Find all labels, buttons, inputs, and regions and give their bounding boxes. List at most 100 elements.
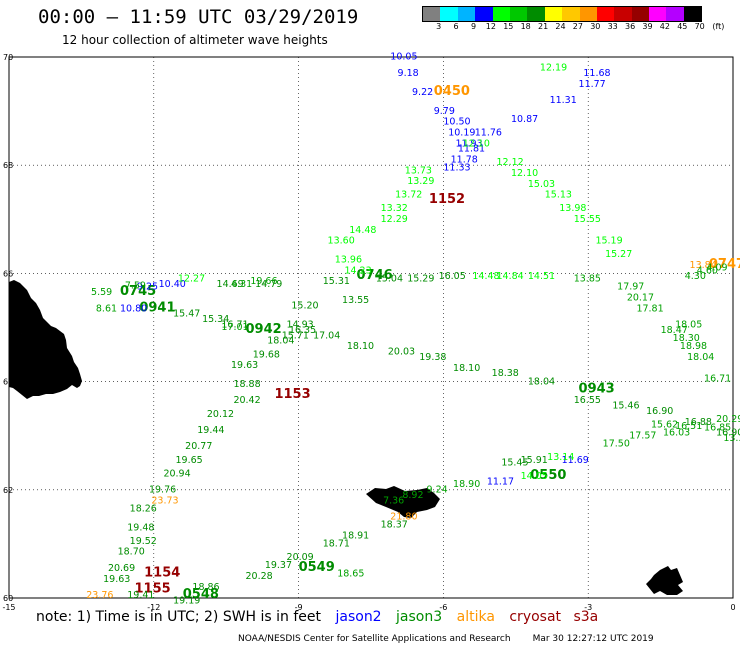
colorbar-tick-label: 18 <box>520 22 531 31</box>
swh-point-label: 20.69 <box>108 563 135 574</box>
legend-item-cryosat: cryosat <box>509 609 562 625</box>
lat-tick-label: 62 <box>3 486 13 495</box>
lon-tick-label: -12 <box>147 603 160 612</box>
legend-note: note: 1) Time is in UTC; 2) SWH is in fe… <box>36 609 322 625</box>
colorbar-tick-label: 33 <box>607 22 618 31</box>
swh-point-label: 11.77 <box>579 79 606 90</box>
swh-point-label: 10.40 <box>159 279 186 290</box>
swh-point-label: 15.19 <box>595 236 622 247</box>
lon-tick-label: -9 <box>295 603 303 612</box>
swh-point-label: 12.10 <box>511 168 538 179</box>
swh-point-label: 15.71 <box>282 330 309 341</box>
map-frame <box>8 56 734 599</box>
swh-point-label: 10.80 <box>120 303 147 314</box>
footer-source: NOAA/NESDIS Center for Satellite Applica… <box>238 634 511 644</box>
swh-point-label: 4.31 <box>231 279 252 290</box>
colorbar-tick-label: 15 <box>503 22 514 31</box>
colorbar-swatch <box>509 7 528 21</box>
swh-point-label: 11.17 <box>487 476 514 487</box>
colorbar-tick-label: 9 <box>470 22 477 31</box>
swh-point-label: 16.90 <box>646 406 673 417</box>
colorbar-swatch <box>562 7 580 21</box>
swh-point-label: 13.14 <box>547 452 574 463</box>
colorbar-swatch <box>544 7 563 21</box>
lon-tick-label: -15 <box>2 603 15 612</box>
swh-point-label: 12.10 <box>463 138 490 149</box>
swh-point-label: 18.91 <box>342 530 369 541</box>
legend-item-jason3: jason3 <box>396 609 443 625</box>
swh-point-label: 19.37 <box>265 560 292 571</box>
swh-point-label: 12.27 <box>178 274 205 285</box>
swh-point-label: 9.79 <box>434 106 455 117</box>
swh-point-label: 13.84 <box>690 260 717 271</box>
swh-point-label: 13.60 <box>328 236 355 247</box>
footer: NOAA/NESDIS Center for Satellite Applica… <box>238 634 654 644</box>
colorbar-tick-label: 6 <box>453 22 459 31</box>
swh-point-label: 18.04 <box>528 376 555 387</box>
swh-point-label: 20.28 <box>246 571 273 582</box>
satellite-tracks: 10.059.189.229.7910.5010.1911.9311.8111.… <box>86 52 740 607</box>
colorbar-tick-label: 70 <box>694 22 705 31</box>
swh-point-label: 18.10 <box>453 363 480 374</box>
swh-point-label: 15.20 <box>291 301 318 312</box>
pass-time-label: 0942 <box>246 322 282 337</box>
swh-point-label: 12.12 <box>496 157 523 168</box>
pass-time-label: 0941 <box>139 300 175 315</box>
legend-item-s3a: s3a <box>573 609 599 625</box>
swh-point-label: 13.96 <box>335 255 362 266</box>
swh-point-label: 15.46 <box>612 401 639 412</box>
swh-point-label: 14.23 <box>344 265 371 276</box>
swh-point-label: 16.55 <box>574 395 601 406</box>
swh-point-label: 14.48 <box>472 271 499 282</box>
swh-point-label: 19.66 <box>250 276 277 287</box>
swh-point-label: 19.41 <box>127 590 154 601</box>
colorbar-tick-label: 21 <box>538 22 549 31</box>
pass-time-label: 1154 <box>144 565 180 580</box>
swh-point-label: 5.59 <box>91 287 112 298</box>
swh-point-label: 18.26 <box>130 503 157 514</box>
swh-point-label: 11.78 <box>451 154 478 165</box>
swh-point-label: 15.04 <box>376 274 403 285</box>
swh-point-label: 14.48 <box>349 225 376 236</box>
swh-point-label: 19.19 <box>173 595 200 606</box>
swh-point-label: 20.17 <box>627 292 654 303</box>
lat-tick-label: 70 <box>3 53 13 62</box>
swh-point-label: 13.55 <box>342 295 369 306</box>
swh-point-label: 20.29 <box>716 414 740 425</box>
swh-point-label: 21.80 <box>390 512 417 523</box>
swh-point-label: 16.90 <box>716 428 740 439</box>
swh-point-label: 10.05 <box>390 52 417 63</box>
swh-point-label: 9.25 <box>137 282 158 293</box>
pass-time-label: 1155 <box>134 582 170 597</box>
swh-point-label: 11.69 <box>562 455 589 466</box>
faroe-islands <box>366 486 440 518</box>
swh-point-label: 19.65 <box>176 455 203 466</box>
swh-point-label: 17.57 <box>629 430 656 441</box>
swh-point-label: 14.05 <box>521 471 548 482</box>
swh-point-label: 14.84 <box>496 271 523 282</box>
swh-point-label: 17.97 <box>617 282 644 293</box>
greenland-coast <box>9 280 82 399</box>
swh-point-label: 14.93 <box>287 320 314 331</box>
lat-tick-label: 60 <box>3 594 13 603</box>
swh-point-label: 18.38 <box>492 368 519 379</box>
pass-time-label: 0747 <box>709 257 740 272</box>
pass-time-label: 1153 <box>274 387 310 402</box>
colorbar-tick-label: 27 <box>572 22 583 31</box>
swh-point-label: 20.94 <box>163 468 190 479</box>
swh-point-label: 15.55 <box>574 214 601 225</box>
page-title: 00:00 — 11:59 UTC 03/29/2019 <box>38 6 359 28</box>
swh-point-label: 16.71 <box>704 374 731 385</box>
colorbar-unit-label: (ft) <box>712 22 725 31</box>
swh-point-label: 17.50 <box>603 439 630 450</box>
swh-point-label: 4.09 <box>706 263 727 274</box>
swh-point-label: 18.98 <box>680 341 707 352</box>
colorbar-swatch <box>666 7 684 21</box>
swh-point-label: 10.19 <box>448 127 475 138</box>
swh-point-label: 18.88 <box>233 379 260 390</box>
swh-point-label: 14.51 <box>528 271 555 282</box>
swh-point-label: 13.72 <box>395 190 422 201</box>
swh-point-label: 4.60 <box>697 265 718 276</box>
colorbar-tick-label: 36 <box>625 22 636 31</box>
swh-point-label: 4.30 <box>685 271 706 282</box>
